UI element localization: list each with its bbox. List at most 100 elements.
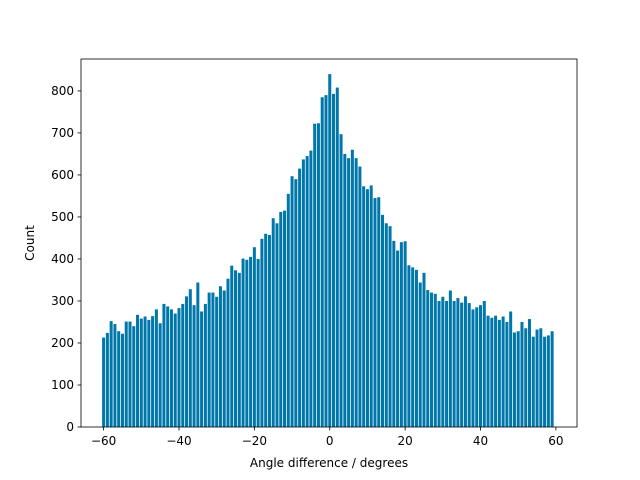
y-tick-label: 600 bbox=[51, 168, 74, 182]
bar bbox=[358, 166, 362, 427]
bar bbox=[181, 303, 185, 427]
bar bbox=[139, 318, 143, 427]
y-tick-label: 300 bbox=[51, 294, 74, 308]
bar bbox=[245, 259, 249, 427]
bar bbox=[369, 185, 373, 427]
bar bbox=[546, 335, 550, 427]
bar bbox=[147, 319, 151, 427]
y-tick-label: 800 bbox=[51, 84, 74, 98]
y-tick-label: 0 bbox=[66, 420, 74, 434]
bar bbox=[200, 311, 204, 427]
x-axis-label: Angle difference / degrees bbox=[250, 456, 408, 470]
bar bbox=[460, 302, 464, 427]
bar bbox=[482, 300, 486, 427]
bar bbox=[448, 290, 452, 427]
bar bbox=[298, 168, 302, 427]
x-tick-label: 40 bbox=[473, 434, 488, 448]
bar bbox=[381, 214, 385, 427]
bar bbox=[124, 321, 128, 427]
bar bbox=[128, 321, 132, 427]
bar bbox=[509, 311, 513, 427]
y-tick-label: 700 bbox=[51, 126, 74, 140]
bar bbox=[192, 305, 196, 427]
bar bbox=[166, 306, 170, 427]
bar bbox=[252, 247, 256, 427]
plot-frame bbox=[80, 58, 578, 428]
bar bbox=[241, 258, 245, 427]
bar bbox=[102, 337, 106, 427]
bar bbox=[211, 292, 215, 427]
bar bbox=[362, 186, 366, 427]
bar bbox=[486, 315, 490, 427]
bar bbox=[328, 74, 332, 427]
x-tick-label: 60 bbox=[548, 434, 563, 448]
bar bbox=[294, 179, 298, 427]
bar bbox=[332, 93, 336, 427]
x-tick-label: 0 bbox=[326, 434, 334, 448]
bar bbox=[143, 316, 147, 427]
bar bbox=[354, 158, 358, 428]
bar bbox=[158, 323, 162, 427]
bar bbox=[463, 296, 467, 427]
y-tick-label: 100 bbox=[51, 378, 74, 392]
bar bbox=[286, 193, 290, 427]
bar bbox=[290, 176, 294, 427]
bar bbox=[267, 235, 271, 427]
y-tick-label: 500 bbox=[51, 210, 74, 224]
bar bbox=[396, 250, 400, 427]
y-tick-label: 400 bbox=[51, 252, 74, 266]
bar bbox=[177, 308, 181, 427]
bar bbox=[222, 290, 226, 427]
bar bbox=[335, 87, 339, 427]
bar bbox=[207, 292, 211, 427]
bar bbox=[324, 95, 328, 427]
bar bbox=[414, 269, 418, 427]
bar bbox=[388, 226, 392, 427]
bar bbox=[132, 326, 136, 427]
bar bbox=[249, 256, 253, 427]
bar bbox=[117, 331, 121, 427]
bar bbox=[105, 332, 109, 427]
bar bbox=[456, 298, 460, 427]
bar bbox=[399, 242, 403, 427]
x-tick-label: −60 bbox=[91, 434, 116, 448]
bar bbox=[173, 313, 177, 427]
bar bbox=[162, 303, 166, 427]
bar bbox=[524, 328, 528, 427]
bar bbox=[437, 300, 441, 427]
bar bbox=[151, 316, 155, 427]
bar bbox=[271, 218, 275, 427]
bar bbox=[301, 159, 305, 427]
bar bbox=[411, 267, 415, 427]
bar bbox=[260, 238, 264, 427]
bar bbox=[320, 97, 324, 428]
bar bbox=[505, 321, 509, 427]
bar bbox=[373, 198, 377, 427]
bar bbox=[516, 331, 520, 427]
bar bbox=[113, 324, 117, 427]
bar bbox=[520, 321, 524, 427]
bar bbox=[407, 265, 411, 427]
bar bbox=[226, 278, 230, 427]
bar bbox=[203, 303, 207, 427]
y-axis-label: Count bbox=[23, 225, 37, 261]
bar bbox=[501, 316, 505, 427]
bar bbox=[445, 300, 449, 427]
bar bbox=[230, 265, 234, 427]
bar bbox=[467, 303, 471, 427]
bar bbox=[350, 149, 354, 427]
bar bbox=[430, 292, 434, 427]
bar bbox=[136, 314, 140, 427]
bar bbox=[234, 270, 238, 427]
x-tick-label: −20 bbox=[242, 434, 267, 448]
bar bbox=[422, 272, 426, 427]
x-tick-label: 20 bbox=[397, 434, 412, 448]
bar bbox=[309, 150, 313, 428]
bar bbox=[392, 240, 396, 427]
bar bbox=[403, 241, 407, 427]
bar bbox=[188, 289, 192, 427]
bar bbox=[343, 153, 347, 427]
bar bbox=[512, 332, 516, 427]
